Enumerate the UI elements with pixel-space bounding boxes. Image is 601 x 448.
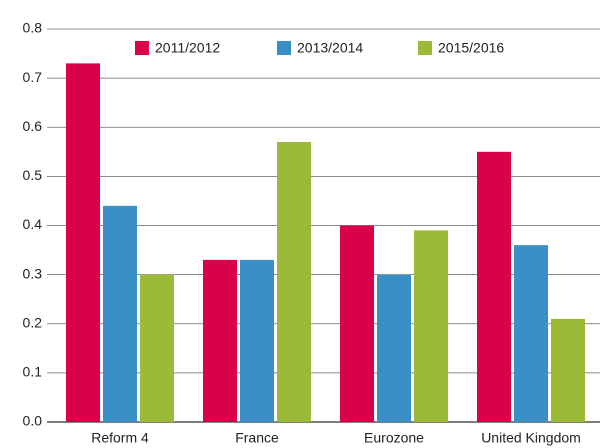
legend-swatch	[277, 41, 291, 55]
bar	[203, 259, 237, 422]
y-tick-label: 0.8	[23, 20, 43, 36]
bar	[377, 274, 411, 422]
y-tick-label: 0.6	[23, 118, 43, 134]
x-tick-label: France	[235, 430, 279, 446]
bar	[240, 259, 274, 422]
y-tick-label: 0.7	[23, 69, 43, 85]
y-tick-label: 0.5	[23, 167, 43, 183]
bar	[477, 151, 511, 422]
bar	[140, 274, 174, 422]
bar	[514, 245, 548, 422]
legend-swatch	[135, 41, 149, 55]
x-tick-label: Eurozone	[364, 430, 424, 446]
x-tick-label: United Kingdom	[481, 430, 581, 446]
y-tick-label: 0.0	[23, 413, 43, 429]
legend-label: 2015/2016	[438, 40, 504, 56]
legend-swatch	[418, 41, 432, 55]
bar	[551, 318, 585, 422]
bar	[66, 63, 100, 422]
y-tick-label: 0.4	[23, 216, 43, 232]
bar	[340, 225, 374, 422]
bar	[414, 230, 448, 422]
legend-label: 2011/2012	[155, 40, 220, 56]
y-tick-label: 0.1	[23, 364, 43, 380]
bar	[277, 141, 311, 423]
y-tick-label: 0.2	[23, 314, 43, 330]
bar	[103, 205, 137, 422]
legend-label: 2013/2014	[297, 40, 363, 56]
y-tick-label: 0.3	[23, 265, 43, 281]
x-tick-label: Reform 4	[91, 430, 149, 446]
